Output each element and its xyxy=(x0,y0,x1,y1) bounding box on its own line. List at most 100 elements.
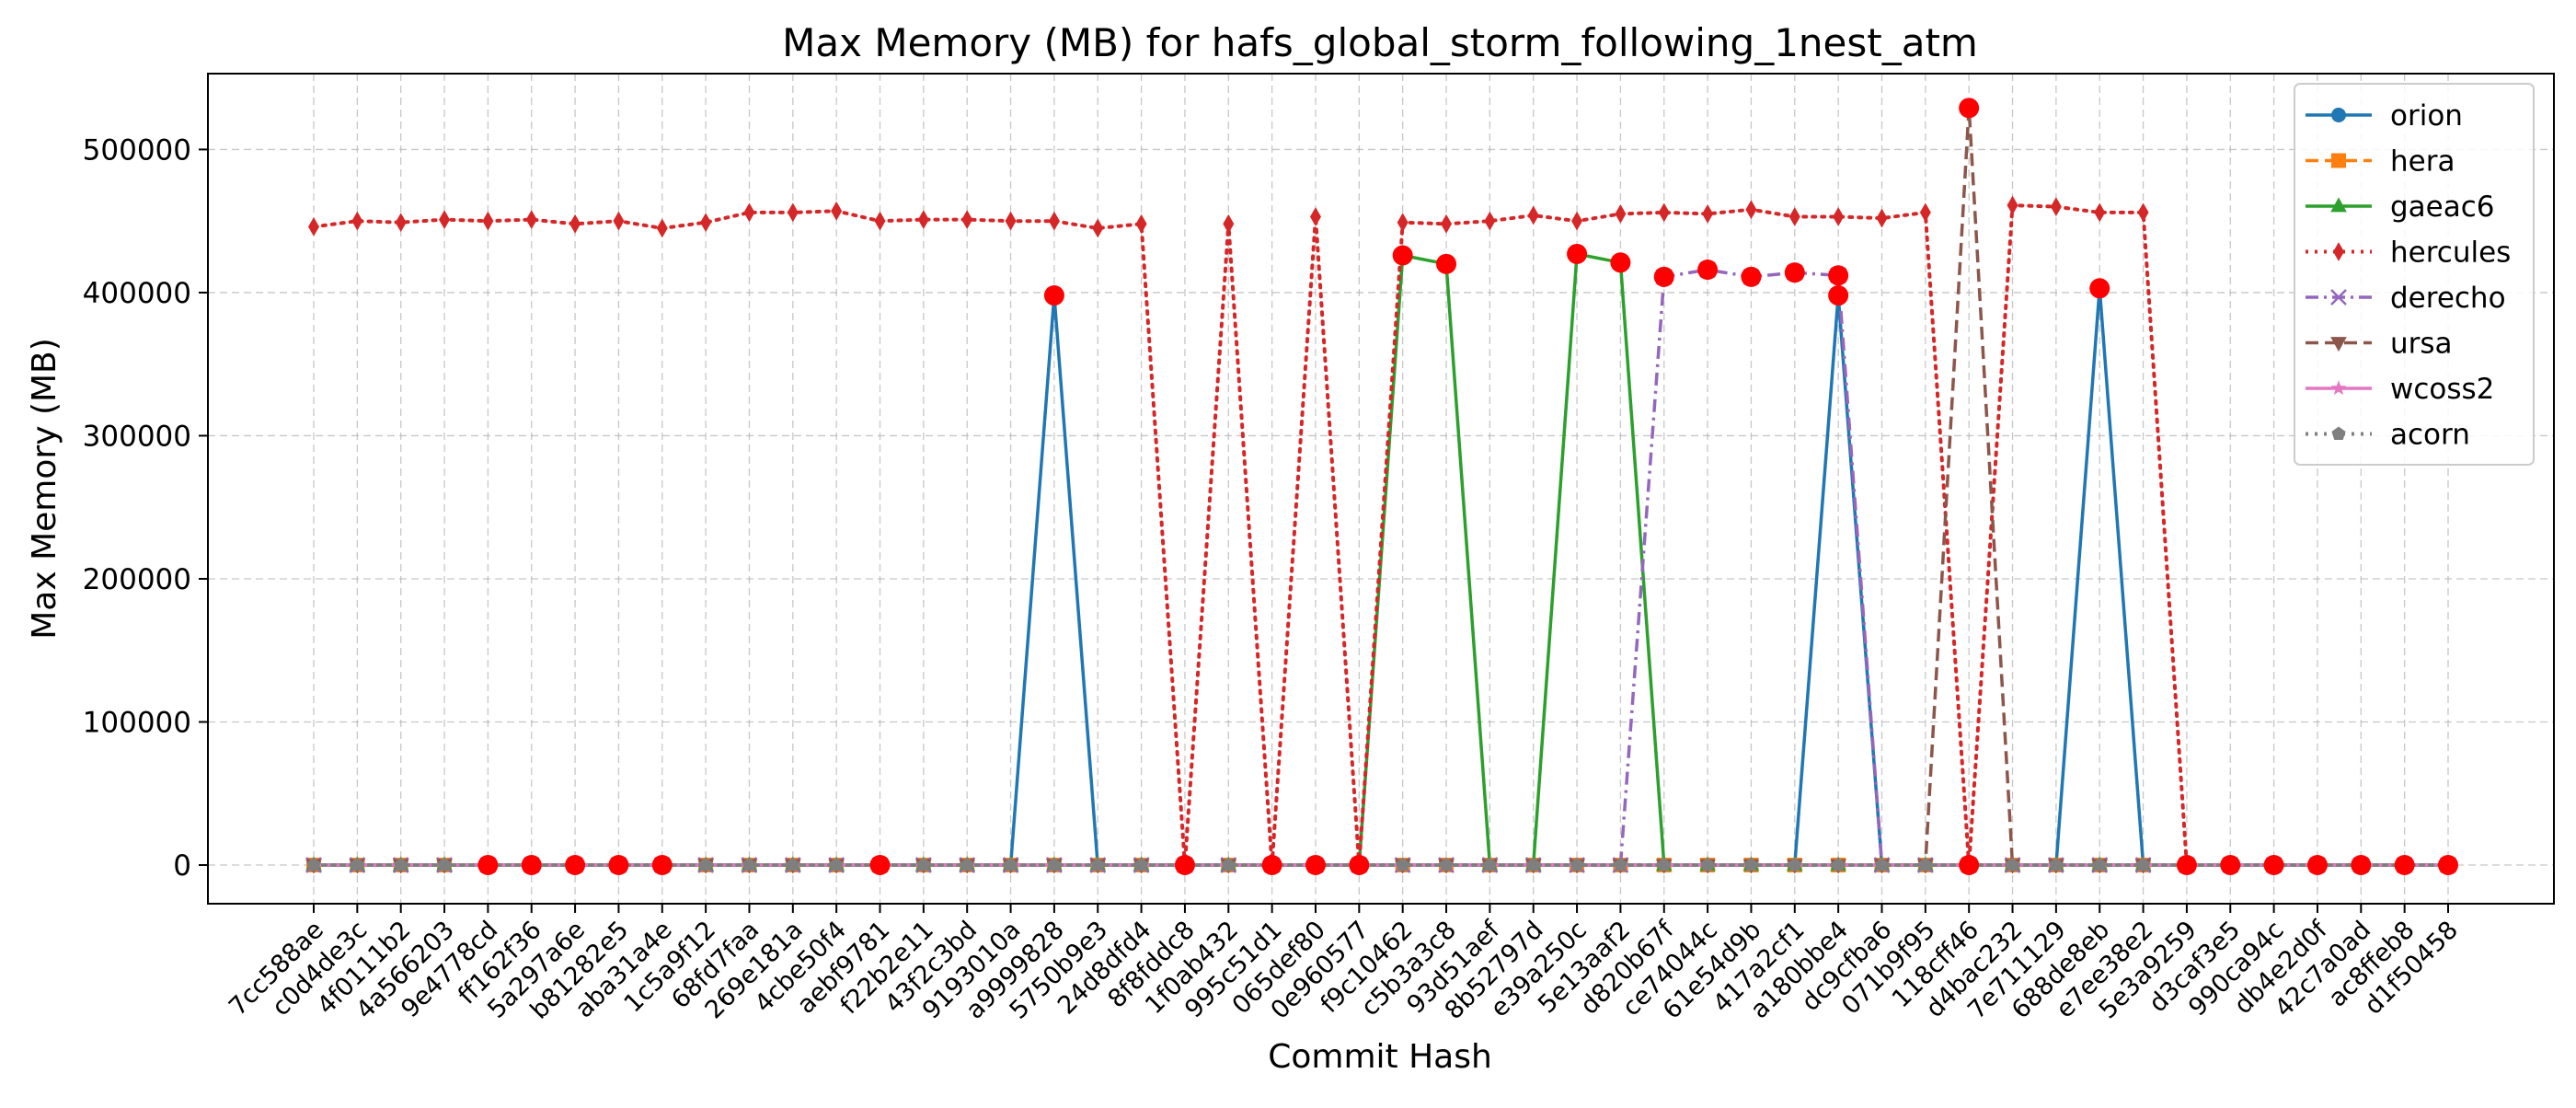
highlight-point xyxy=(651,855,673,876)
highlight-point xyxy=(1436,253,1457,274)
legend-marker xyxy=(2330,337,2347,352)
data-point-hercules xyxy=(656,218,668,238)
data-point-hercules xyxy=(1527,205,1539,225)
highlight-point xyxy=(1741,266,1762,287)
data-point-hercules xyxy=(1745,200,1757,220)
legend-label: ursa xyxy=(2390,328,2453,361)
data-point-acorn xyxy=(1570,858,1584,871)
legend-label: derecho xyxy=(2390,282,2506,315)
data-point-hercules xyxy=(1615,204,1627,224)
y-tick-label: 300000 xyxy=(83,420,191,453)
highlight-point xyxy=(2351,855,2372,876)
data-point-hercules xyxy=(831,201,843,221)
y-tick-label: 200000 xyxy=(83,563,191,596)
legend-label: orion xyxy=(2390,99,2463,133)
series-line-hercules xyxy=(312,203,2450,867)
data-point-acorn xyxy=(960,858,974,871)
data-point-hercules xyxy=(874,211,886,231)
data-point-acorn xyxy=(437,858,452,871)
data-point-acorn xyxy=(1526,858,1541,871)
highlighted-points xyxy=(477,98,2458,876)
highlight-point xyxy=(1697,260,1719,281)
data-point-hercules xyxy=(1702,204,1714,224)
highlight-point xyxy=(1305,855,1326,876)
highlight-point xyxy=(1567,243,1588,264)
highlight-point xyxy=(1349,855,1370,876)
y-tick-label: 500000 xyxy=(83,133,191,167)
data-point-hercules xyxy=(961,210,973,230)
highlight-point xyxy=(521,855,542,876)
highlight-point xyxy=(1043,285,1064,306)
data-point-hercules xyxy=(2007,195,2018,215)
data-point-hercules xyxy=(308,217,319,237)
highlight-point xyxy=(2089,278,2110,299)
data-point-hercules xyxy=(787,202,799,223)
legend-item-hera: hera xyxy=(2306,145,2455,179)
data-point-acorn xyxy=(742,858,757,871)
data-point-hercules xyxy=(1484,211,1496,231)
data-point-hercules xyxy=(1223,214,1235,234)
data-point-hercules xyxy=(743,202,755,223)
data-point-hercules xyxy=(1135,214,1147,234)
legend-marker xyxy=(2331,108,2346,122)
data-point-acorn xyxy=(2135,858,2151,871)
data-point-hercules xyxy=(1048,211,1060,231)
highlight-point xyxy=(2438,855,2458,876)
legend-label: acorn xyxy=(2390,419,2470,452)
legend-item-derecho: derecho xyxy=(2306,282,2506,315)
highlight-point xyxy=(1653,266,1674,287)
data-point-hercules xyxy=(569,214,581,234)
highlight-point xyxy=(1174,855,1195,876)
highlight-point xyxy=(1784,262,1805,283)
data-point-acorn xyxy=(2092,858,2107,871)
highlight-point xyxy=(1959,98,1980,119)
highlight-point xyxy=(1828,265,1849,286)
y-tick-label: 0 xyxy=(173,849,191,883)
data-point-acorn xyxy=(1918,858,1933,871)
data-point-hercules xyxy=(1397,213,1409,233)
highlight-point xyxy=(2220,855,2241,876)
data-point-acorn xyxy=(916,858,931,871)
data-point-acorn xyxy=(1482,858,1497,871)
data-point-acorn xyxy=(829,858,844,871)
highlight-point xyxy=(869,855,891,876)
data-point-hercules xyxy=(1092,218,1104,238)
data-point-acorn xyxy=(350,858,364,871)
data-point-hercules xyxy=(482,211,494,231)
legend-label: hera xyxy=(2390,145,2455,179)
data-point-acorn xyxy=(1613,858,1628,871)
data-point-hercules xyxy=(2137,202,2149,223)
data-point-hercules xyxy=(439,210,451,230)
data-point-hercules xyxy=(917,210,929,230)
highlight-point xyxy=(1828,285,1849,306)
data-point-acorn xyxy=(1133,858,1149,871)
data-point-hercules xyxy=(351,211,363,231)
y-axis-label: Max Memory (MB) xyxy=(26,338,63,640)
legend-item-gaeac6: gaeac6 xyxy=(2306,190,2495,224)
data-point-acorn xyxy=(1700,858,1715,871)
series-hercules xyxy=(308,195,2454,875)
data-point-acorn xyxy=(1221,858,1236,871)
data-point-acorn xyxy=(1090,858,1105,871)
legend-label: gaeac6 xyxy=(2390,190,2495,224)
data-point-acorn xyxy=(1788,858,1802,871)
legend: orion hera gaeac6 hercules derecho ursa wcoss2… xyxy=(2294,83,2535,466)
legend-marker xyxy=(2331,426,2346,440)
x-axis-label: Commit Hash xyxy=(1268,1038,1492,1076)
legend-label: wcoss2 xyxy=(2390,373,2494,406)
data-point-acorn xyxy=(2049,858,2064,871)
data-point-hercules xyxy=(1441,214,1453,234)
data-point-acorn xyxy=(698,858,713,871)
data-point-acorn xyxy=(1396,858,1410,871)
data-point-hercules xyxy=(1005,211,1017,231)
data-point-acorn xyxy=(2005,858,2020,871)
legend-label: hercules xyxy=(2390,237,2511,270)
highlight-point xyxy=(1959,855,1980,876)
highlight-point xyxy=(2306,855,2328,876)
data-point-hercules xyxy=(1309,207,1321,226)
data-point-acorn xyxy=(394,858,408,871)
legend-item-ursa: ursa xyxy=(2306,328,2453,361)
highlight-point xyxy=(2394,855,2415,876)
data-point-acorn xyxy=(786,858,800,871)
